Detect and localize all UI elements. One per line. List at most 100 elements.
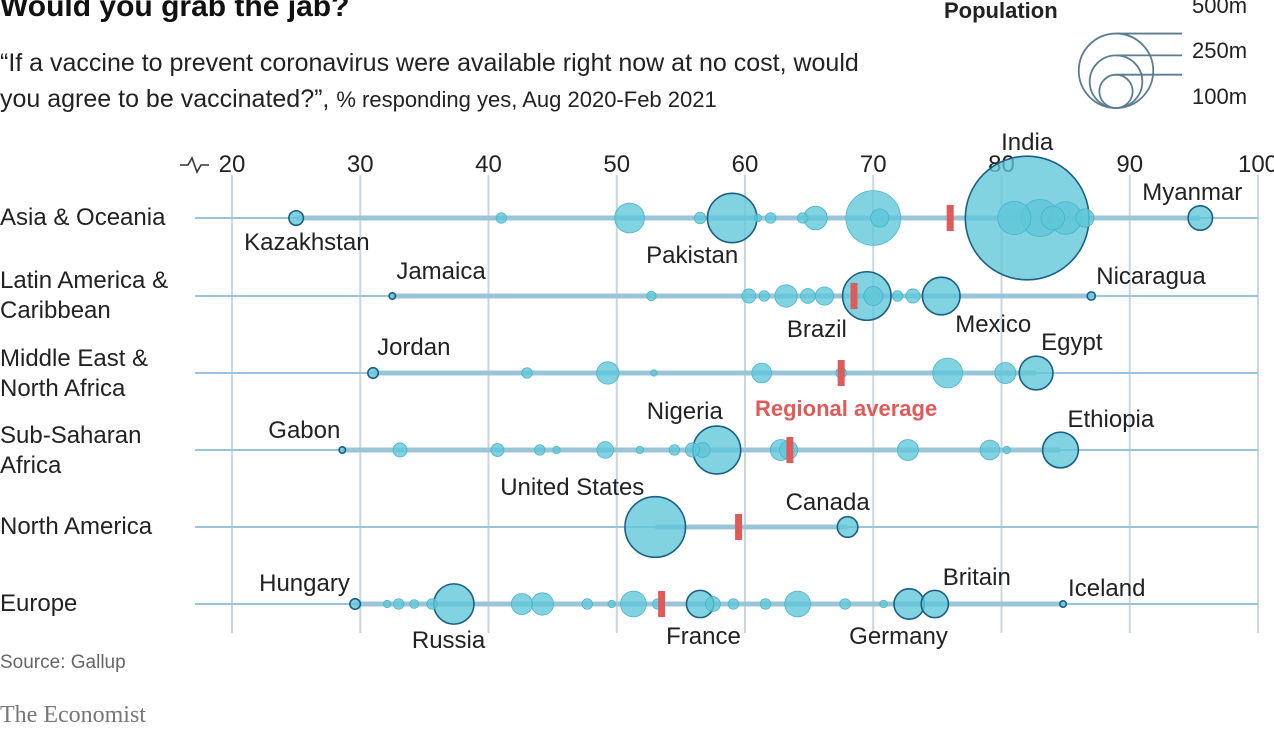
country-bubble-russia xyxy=(432,583,475,625)
country-bubble xyxy=(784,590,811,618)
region-latin-america-and-caribbean: Jamaica Brazil Mexico Nicaragua xyxy=(195,258,1258,343)
country-bubble-jamaica xyxy=(388,291,397,300)
country-label-russia: Russia xyxy=(412,627,486,654)
country-bubble xyxy=(797,212,809,224)
regional-average-marker xyxy=(850,283,858,309)
legend-title: Population xyxy=(944,0,1058,23)
country-bubble xyxy=(650,369,658,377)
region-sub-saharan-africa: Gabon Nigeria Ethiopia xyxy=(195,398,1258,475)
country-bubble xyxy=(751,362,772,384)
region-label-line: Europe xyxy=(0,590,78,617)
country-bubble-nicaragua xyxy=(1086,291,1097,301)
country-bubble xyxy=(879,599,888,609)
x-tick-label: 20 xyxy=(219,151,246,178)
legend-circle-100m xyxy=(1098,73,1134,109)
country-bubble-germany xyxy=(893,588,926,620)
country-bubble xyxy=(596,361,620,385)
country-bubble xyxy=(727,598,740,610)
country-bubble xyxy=(693,211,707,225)
country-label-united-states: United States xyxy=(500,474,644,501)
country-bubble xyxy=(426,598,438,610)
country-label-iceland: Iceland xyxy=(1068,575,1145,602)
country-bubble xyxy=(932,357,963,389)
x-tick-label: 40 xyxy=(475,151,502,178)
legend-circle-500m xyxy=(1077,32,1155,109)
region-label-line: North America xyxy=(0,513,153,540)
regional-average-marker xyxy=(735,514,743,540)
country-label-france: France xyxy=(666,623,741,650)
region-europe: Hungary Russia France Germany Britain Iceland xyxy=(195,564,1258,654)
axis-break-icon xyxy=(180,156,209,174)
country-bubble-myanmar xyxy=(1187,204,1214,232)
country-label-jordan: Jordan xyxy=(377,334,450,361)
country-label-nicaragua: Nicaragua xyxy=(1096,263,1206,290)
chart-subtitle: “If a vaccine to prevent coronavirus wer… xyxy=(0,45,900,118)
country-bubble xyxy=(979,439,1001,461)
regional-average-marker xyxy=(837,360,845,386)
region-label-north-america: North America xyxy=(0,512,152,542)
population-legend: Population 500m 250m 100m xyxy=(944,0,1247,109)
country-bubble xyxy=(596,441,614,459)
country-bubble xyxy=(635,445,644,455)
regional-average-marker xyxy=(786,437,794,463)
country-bubble xyxy=(614,202,645,234)
country-bubble xyxy=(870,208,890,228)
region-label-asia-and-oceania: Asia & Oceania xyxy=(0,203,165,233)
regional-average-label: Regional average xyxy=(755,396,937,421)
country-label-india: India xyxy=(1001,129,1054,156)
region-label-line: Latin America & xyxy=(0,267,169,294)
legend-circle-250m xyxy=(1088,54,1144,109)
country-bubble xyxy=(814,286,835,306)
country-bubble xyxy=(753,213,762,223)
country-bubble-jordan xyxy=(367,366,380,380)
country-bubble xyxy=(891,290,904,302)
x-tick-label: 70 xyxy=(860,151,887,178)
regional-average-marker xyxy=(946,205,954,231)
country-bubble xyxy=(521,367,533,379)
country-bubble-gabon xyxy=(338,445,347,454)
country-bubble xyxy=(620,590,647,618)
region-label-line: North Africa xyxy=(0,375,126,402)
country-bubble xyxy=(495,212,507,224)
country-bubble xyxy=(997,200,1032,236)
country-label-nigeria: Nigeria xyxy=(647,398,724,425)
region-label-latin-america-and-caribbean: Latin America & Caribbean xyxy=(0,266,168,326)
country-bubble xyxy=(896,439,919,461)
subtitle-question: “If a vaccine to prevent coronavirus wer… xyxy=(0,49,859,113)
brand-logo: The Economist xyxy=(0,702,146,728)
country-bubble xyxy=(668,444,681,456)
country-label-canada: Canada xyxy=(786,489,871,516)
country-label-gabon: Gabon xyxy=(268,417,340,444)
country-bubble-iceland xyxy=(1059,599,1068,608)
country-bubble xyxy=(741,288,757,304)
country-bubble xyxy=(510,593,533,615)
region-label-line: Middle East & xyxy=(0,345,149,372)
country-bubble xyxy=(581,598,593,610)
legend-label-500m: 500m xyxy=(1192,0,1247,18)
country-bubble xyxy=(839,598,851,610)
country-bubble xyxy=(607,599,616,609)
country-bubble-canada xyxy=(836,515,859,539)
region-label-middle-east-and-north-africa: Middle East & North Africa xyxy=(0,344,148,404)
country-bubble-egypt xyxy=(1018,355,1054,391)
country-label-pakistan: Pakistan xyxy=(646,242,738,269)
region-label-europe: Europe xyxy=(0,589,77,619)
country-label-britain: Britain xyxy=(943,564,1011,591)
region-middle-east-and-north-africa: Jordan Egypt xyxy=(195,329,1258,391)
legend-label-250m: 250m xyxy=(1192,38,1247,63)
country-bubble xyxy=(684,442,700,458)
country-bubble xyxy=(490,443,505,457)
region-label-line: Sub-Saharan xyxy=(0,422,142,449)
country-label-hungary: Hungary xyxy=(259,570,350,597)
country-label-myanmar: Myanmar xyxy=(1142,179,1242,206)
country-bubble xyxy=(646,290,657,302)
country-bubble xyxy=(530,592,554,616)
country-bubble xyxy=(764,212,777,224)
region-label-line: Asia & Oceania xyxy=(0,204,166,231)
country-label-mexico: Mexico xyxy=(955,311,1031,338)
country-bubble xyxy=(758,290,770,302)
country-bubble-pakistan xyxy=(706,192,758,244)
region-asia-and-oceania: Kazakhstan Pakistan India Myanmar xyxy=(195,129,1258,281)
country-label-brazil: Brazil xyxy=(787,316,847,343)
gridlines: 2030405060708090100 xyxy=(219,151,1274,633)
